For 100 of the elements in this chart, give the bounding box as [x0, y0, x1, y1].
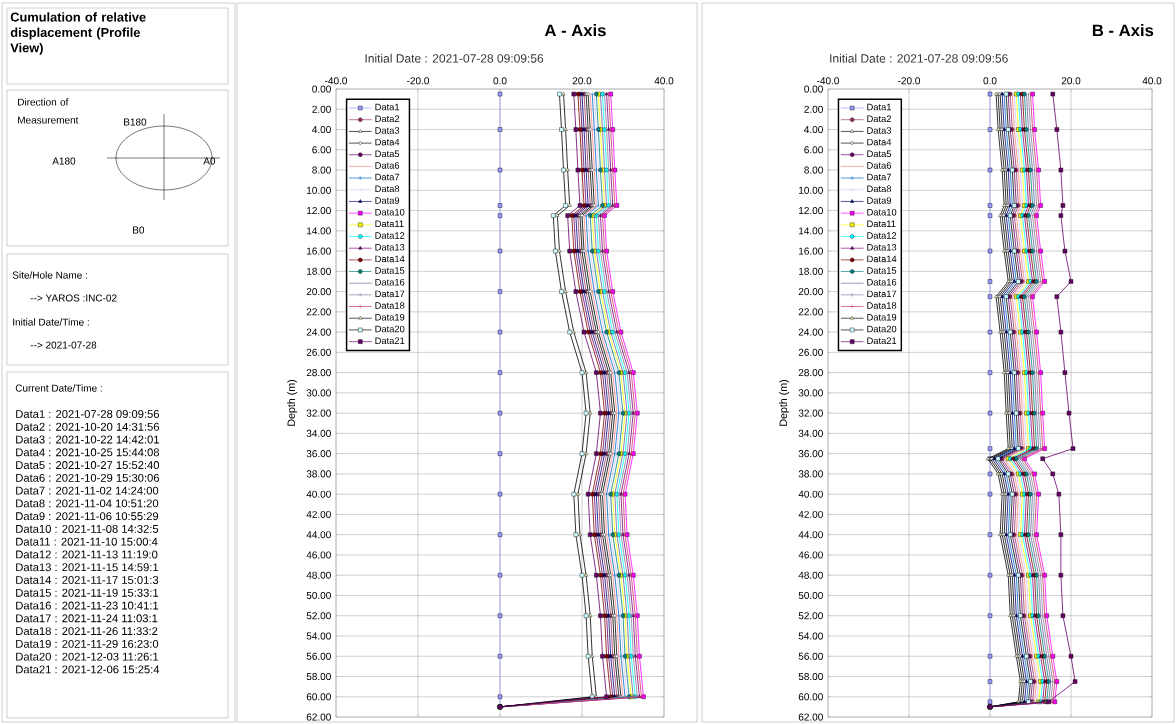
y-tick-label: 32.00 [798, 409, 823, 417]
chart-title: B - Axis [1092, 24, 1154, 37]
x-tick-label: 40.0 [1142, 77, 1162, 85]
y-tick-label: 62.00 [306, 713, 331, 721]
text: Data21 : 2021-12-06 15:25:4 [16, 665, 160, 674]
legend-label: Data16 [375, 278, 405, 286]
y-tick-label: 26.00 [798, 348, 823, 356]
legend-label: Data12 [375, 232, 405, 239]
legend-label: Data7 [867, 173, 891, 181]
x-tick-label: 0.0 [493, 77, 507, 85]
legend-label: Data17 [375, 290, 405, 298]
y-tick-label: 24.00 [798, 328, 823, 336]
y-tick-label: 46.00 [306, 551, 331, 559]
legend-label: Data15 [375, 267, 405, 274]
y-tick-label: 42.00 [798, 510, 823, 518]
y-tick-label: 8.00 [312, 166, 331, 174]
y-tick-label: 54.00 [798, 632, 823, 640]
text: Data9 : 2021-11-06 10:55:29 [16, 512, 159, 521]
text: Site/Hole Name : [12, 271, 87, 279]
legend-label: Data7 [375, 173, 400, 181]
y-tick-label: 0.00 [312, 85, 331, 93]
text: Initial Date/Time : [13, 318, 89, 326]
legend-label: Data1 [867, 103, 891, 111]
y-tick-label: 12.00 [799, 207, 823, 215]
legend-label: Data6 [867, 162, 892, 169]
y-tick-label: 28.00 [798, 369, 823, 377]
y-tick-label: 54.00 [306, 632, 331, 640]
y-tick-label: 52.00 [798, 612, 823, 620]
y-tick-label: 0.00 [804, 85, 823, 93]
y-tick-label: 62.00 [798, 713, 823, 721]
legend-label: Data19 [375, 313, 405, 321]
legend-label: Data10 [867, 208, 897, 216]
y-tick-label: 22.00 [798, 308, 823, 316]
y-tick-label: 10.00 [799, 186, 823, 194]
y-tick-label: 56.00 [306, 652, 331, 660]
y-tick-label: 32.00 [306, 409, 331, 417]
legend-label: Data8 [867, 185, 892, 193]
legend-label: Data8 [375, 185, 400, 193]
legend-label: Data4 [867, 138, 892, 146]
y-tick-label: 6.00 [312, 146, 331, 154]
legend-label: Data5 [375, 150, 400, 158]
y-tick-label: 12.00 [307, 207, 331, 215]
y-tick-label: 36.00 [306, 450, 331, 458]
y-tick-label: 48.00 [306, 571, 331, 579]
y-tick-label: 20.00 [306, 288, 331, 296]
y-tick-label: 60.00 [798, 693, 823, 701]
text: Data7 : 2021-11-02 14:24:00 [16, 486, 159, 495]
text: Data19 : 2021-11-29 16:23:0 [16, 639, 159, 648]
y-tick-label: 16.00 [799, 247, 823, 255]
legend-label: Data1 [375, 103, 400, 111]
x-tick-label: -40.0 [817, 77, 840, 85]
legend-label: Data2 [867, 115, 891, 123]
y-tick-label: 8.00 [804, 166, 823, 174]
y-tick-label: 28.00 [306, 369, 331, 377]
legend-label: Data6 [375, 162, 400, 169]
text: Direction of Measurement [18, 98, 79, 124]
x-tick-label: -20.0 [898, 77, 921, 85]
text: Data15 : 2021-11-19 15:33:1 [16, 588, 159, 597]
y-tick-label: 24.00 [306, 328, 331, 336]
x-tick-label: -20.0 [407, 77, 430, 85]
legend-label: Data21 [867, 337, 897, 344]
legend-label: Data14 [867, 255, 897, 263]
y-tick-label: 16.00 [307, 247, 331, 255]
legend-label: Data18 [375, 302, 405, 309]
y-tick-label: 14.00 [799, 227, 823, 235]
text: A0 [203, 157, 216, 165]
y-tick-label: 4.00 [312, 125, 331, 134]
x-tick-label: 40.0 [654, 77, 674, 85]
text: Current Date/Time : [15, 384, 102, 392]
legend-label: Data4 [375, 138, 400, 146]
y-tick-label: 48.00 [798, 571, 823, 579]
y-tick-label: 44.00 [306, 531, 331, 539]
text: Data3 : 2021-10-22 14:42:01 [16, 435, 159, 444]
legend-label: Data18 [867, 302, 897, 309]
legend-label: Data21 [375, 337, 405, 344]
chart-title: A - Axis [544, 24, 606, 37]
text: Data14 : 2021-11-17 15:01:3 [16, 576, 159, 584]
legend-label: Data17 [867, 290, 897, 298]
y-tick-label: 40.00 [798, 490, 823, 498]
text: B0 [133, 226, 145, 234]
y-tick-label: 14.00 [307, 227, 331, 235]
y-tick-label: 44.00 [798, 531, 823, 539]
legend-label: Data11 [375, 220, 404, 228]
legend-label: Data12 [867, 232, 897, 239]
text: Data18 : 2021-11-26 11:33:2 [16, 627, 158, 636]
legend-label: Data13 [375, 243, 405, 251]
y-tick-label: 46.00 [798, 551, 823, 559]
text: Data20 : 2021-12-03 11:26:1 [16, 652, 159, 661]
x-tick-label: 20.0 [572, 77, 592, 85]
chart-subtitle: Initial Date : 2021-07-28 09:09:56 [365, 53, 544, 63]
y-tick-label: 30.00 [798, 389, 823, 397]
y-tick-label: 38.00 [798, 470, 823, 478]
chart-subtitle: Initial Date : 2021-07-28 09:09:56 [830, 53, 1008, 63]
y-tick-label: 34.00 [798, 429, 823, 437]
text: Data13 : 2021-11-15 14:59:1 [16, 563, 159, 572]
x-tick-label: 20.0 [1061, 77, 1081, 85]
legend-label: Data10 [375, 208, 405, 216]
y-axis-title: Depth (m) [287, 379, 298, 426]
text: Data1 : 2021-07-28 09:09:56 [16, 410, 160, 418]
legend-label: Data9 [375, 197, 400, 204]
